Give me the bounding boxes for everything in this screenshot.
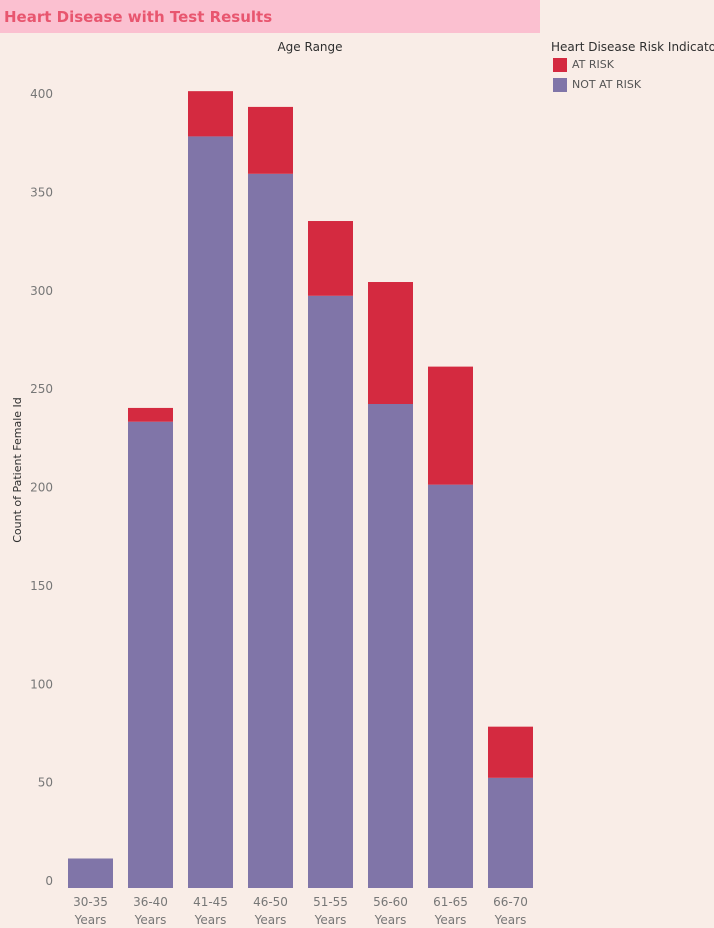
chart-title: Heart Disease with Test Results	[4, 8, 273, 26]
x-tick-label-line2: Years	[74, 913, 107, 927]
x-tick-label: 66-70	[493, 895, 528, 909]
legend-swatch-not-at-risk	[553, 78, 567, 92]
legend-item-not-at-risk[interactable]: NOT AT RISK	[551, 75, 714, 95]
bar-at-risk	[308, 221, 353, 296]
stacked-bar-chart: Age Range Count of Patient Female Id 0 50 10…	[11, 40, 533, 927]
legend: Heart Disease Risk Indicator AT RISK NOT…	[551, 40, 714, 95]
bar-at-risk	[188, 91, 233, 137]
age-range-header: Age Range	[277, 40, 342, 54]
y-tick-label: 400	[30, 87, 53, 101]
x-tick-label: 30-35	[73, 895, 108, 909]
bar-not-at-risk	[128, 421, 173, 888]
y-tick-label: 350	[30, 185, 53, 199]
bar-at-risk	[488, 726, 533, 778]
bar-not-at-risk	[188, 136, 233, 889]
bar-not-at-risk	[368, 403, 413, 888]
y-tick-label: 150	[30, 579, 53, 593]
bar-at-risk	[368, 282, 413, 404]
x-tick-label: 41-45	[193, 895, 228, 909]
bar-not-at-risk	[248, 173, 293, 889]
x-tick-label-line2: Years	[434, 913, 467, 927]
x-tick-label: 61-65	[433, 895, 468, 909]
x-tick-label-line2: Years	[134, 913, 167, 927]
legend-item-at-risk[interactable]: AT RISK	[551, 55, 714, 75]
legend-label-at-risk: AT RISK	[572, 58, 614, 71]
title-bar: Heart Disease with Test Results	[0, 0, 540, 33]
x-tick-label: 56-60	[373, 895, 408, 909]
x-tick-label-line2: Years	[314, 913, 347, 927]
x-tick-label-line2: Years	[374, 913, 407, 927]
bar-not-at-risk	[68, 858, 113, 888]
legend-swatch-at-risk	[553, 58, 567, 72]
legend-title: Heart Disease Risk Indicator	[551, 40, 714, 54]
bar-not-at-risk	[428, 484, 473, 888]
y-axis-title: Count of Patient Female Id	[11, 397, 24, 543]
bar-not-at-risk	[308, 295, 353, 889]
x-tick-label-line2: Years	[494, 913, 527, 927]
bar-at-risk	[428, 366, 473, 485]
x-tick-label: 51-55	[313, 895, 348, 909]
bar-at-risk	[248, 106, 293, 174]
x-tick-label-line2: Years	[194, 913, 227, 927]
y-tick-label: 100	[30, 677, 53, 691]
y-tick-label: 300	[30, 284, 53, 298]
bar-at-risk	[128, 407, 173, 422]
x-tick-label: 46-50	[253, 895, 288, 909]
y-tick-label: 50	[38, 776, 53, 790]
y-tick-label: 250	[30, 382, 53, 396]
y-tick-label: 200	[30, 481, 53, 495]
legend-label-not-at-risk: NOT AT RISK	[572, 78, 642, 91]
bar-not-at-risk	[488, 777, 533, 888]
y-tick-label: 0	[45, 874, 53, 888]
x-tick-label: 36-40	[133, 895, 168, 909]
x-tick-label-line2: Years	[254, 913, 287, 927]
